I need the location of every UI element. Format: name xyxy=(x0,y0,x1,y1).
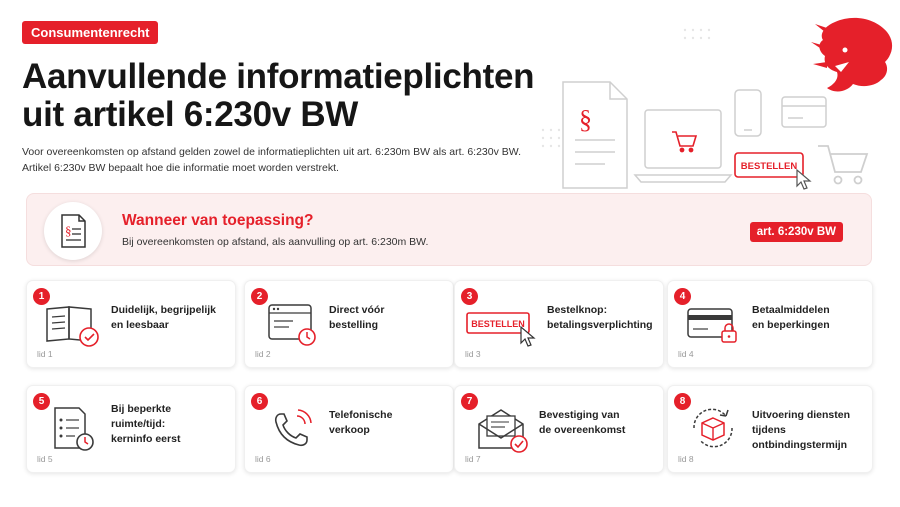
article-badge: art. 6:230v BW xyxy=(749,222,843,242)
intro-line-1: Voor overeenkomsten op afstand gelden zo… xyxy=(22,146,522,158)
card-lid-label: lid 8 xyxy=(678,454,694,464)
book-check-icon xyxy=(46,306,99,347)
page-title-line-1: Aanvullende informatieplichten xyxy=(22,57,535,96)
card-label: Telefonische verkoop xyxy=(329,408,451,438)
banner-document-icon: § xyxy=(44,202,102,260)
card-label-line: ruimte/tijd: xyxy=(111,418,166,430)
card-lid-label: lid 5 xyxy=(37,454,53,464)
lion-logo-icon xyxy=(811,17,893,92)
cursor-icon xyxy=(796,168,812,190)
card-lid-label: lid 4 xyxy=(678,349,694,359)
card-label-line: bestelling xyxy=(329,319,379,331)
card-number: 2 xyxy=(251,288,268,305)
card-number: 3 xyxy=(461,288,478,305)
card-number: 8 xyxy=(674,393,691,410)
card-label-line: Direct vóór xyxy=(329,304,385,316)
page-title: Aanvullende informatieplichten uit artik… xyxy=(22,58,562,134)
card-lid-label: lid 2 xyxy=(255,349,271,359)
card-lock-icon xyxy=(687,308,737,343)
card-label-line: de overeenkomst xyxy=(539,424,626,436)
lion-face-detail xyxy=(835,47,849,72)
card-label-line: Bevestiging van xyxy=(539,409,620,421)
card-lid-label: lid 1 xyxy=(37,349,53,359)
order-button-icon: BESTELLEN xyxy=(466,312,536,347)
card-label-line: Betaalmiddelen xyxy=(752,304,830,316)
dot-pattern xyxy=(541,28,711,148)
card-lid-label: lid 3 xyxy=(465,349,481,359)
card-lid-1: 1 Duidelijk, begrijpelijk en leesbaar li… xyxy=(26,280,236,368)
order-button-label: BESTELLEN xyxy=(471,319,525,329)
card-label: Bij beperkte ruimte/tijd: kerninfo eerst xyxy=(111,402,233,447)
svg-text:§: § xyxy=(65,223,72,238)
banner-title: Wanneer van toepassing? xyxy=(122,212,314,229)
card-number: 6 xyxy=(251,393,268,410)
card-label: Bevestiging van de overeenkomst xyxy=(539,408,661,438)
card-label-line: en leesbaar xyxy=(111,319,169,331)
envelope-check-icon xyxy=(478,409,528,453)
banner-subtitle: Bij overeenkomsten op afstand, als aanvu… xyxy=(122,236,429,248)
card-lid-label: lid 6 xyxy=(255,454,271,464)
order-button-illustration: BESTELLEN xyxy=(734,152,804,178)
box-cycle-icon xyxy=(693,408,733,448)
card-lid-6: 6 Telefonische verkoop lid 6 xyxy=(244,385,454,473)
card-label-line: Bij beperkte xyxy=(111,403,172,415)
checklist-clock-icon xyxy=(54,407,94,451)
phone-icon xyxy=(274,409,312,447)
card-lid-5: 5 Bij beperkte ruimte/tijd: kerninfo eer… xyxy=(26,385,236,473)
order-button-label: BESTELLEN xyxy=(741,161,798,172)
card-label: Bestelknop: betalingsverplichting xyxy=(547,303,669,333)
card-number: 1 xyxy=(33,288,50,305)
card-label-line: Duidelijk, begrijpelijk xyxy=(111,304,217,316)
card-lid-4: 4 Betaalmiddelen en beperkingen lid 4 xyxy=(667,280,873,368)
card-number: 7 xyxy=(461,393,478,410)
card-label-line: Uitvoering diensten xyxy=(752,409,851,421)
card-number: 4 xyxy=(674,288,691,305)
card-lid-3: 3 BESTELLEN Bestelknop: betalingsverplic… xyxy=(454,280,664,368)
intro-line-2: Artikel 6:230v BW bepaalt hoe die inform… xyxy=(22,162,339,174)
card-label-line: betalingsverplichting xyxy=(547,319,653,331)
laptop-icon xyxy=(633,109,733,183)
card-lid-2: 2 Direct vóór bestelling lid 2 xyxy=(244,280,454,368)
card-label-line: Bestelknop: xyxy=(547,304,608,316)
credit-card-icon xyxy=(781,96,827,128)
cart-small-icon xyxy=(672,131,698,153)
card-lid-7: 7 Bevestiging van de overeenkomst lid 7 xyxy=(454,385,664,473)
shopping-cart-icon xyxy=(818,145,869,185)
card-label-line: verkoop xyxy=(329,424,370,436)
card-number: 5 xyxy=(33,393,50,410)
card-lid-label: lid 7 xyxy=(465,454,481,464)
applicability-banner: § Wanneer van toepassing? Bij overeenkom… xyxy=(26,193,872,266)
page-title-line-2: uit artikel 6:230v BW xyxy=(22,95,359,134)
card-label-line: en beperkingen xyxy=(752,319,830,331)
category-tag: Consumentenrecht xyxy=(22,21,159,44)
document-icon xyxy=(562,81,628,189)
browser-clock-icon xyxy=(268,304,316,346)
card-label: Uitvoering diensten tijdens ontbindingst… xyxy=(752,408,870,453)
smartphone-icon xyxy=(734,89,762,137)
card-lid-8: 8 Uitvoering diensten tijdens ontbinding… xyxy=(667,385,873,473)
intro-text: Voor overeenkomsten op afstand gelden zo… xyxy=(22,144,562,176)
card-label: Duidelijk, begrijpelijk en leesbaar xyxy=(111,303,233,333)
card-label: Direct vóór bestelling xyxy=(329,303,451,333)
card-label-line: Telefonische xyxy=(329,409,393,421)
card-label-line: kerninfo eerst xyxy=(111,433,181,445)
document-paragraph-symbol: § xyxy=(579,105,592,134)
card-label: Betaalmiddelen en beperkingen xyxy=(752,303,874,333)
card-label-line: tijdens ontbindingstermijn xyxy=(752,424,848,451)
hero-illustration: § BESTELLEN xyxy=(541,17,893,190)
